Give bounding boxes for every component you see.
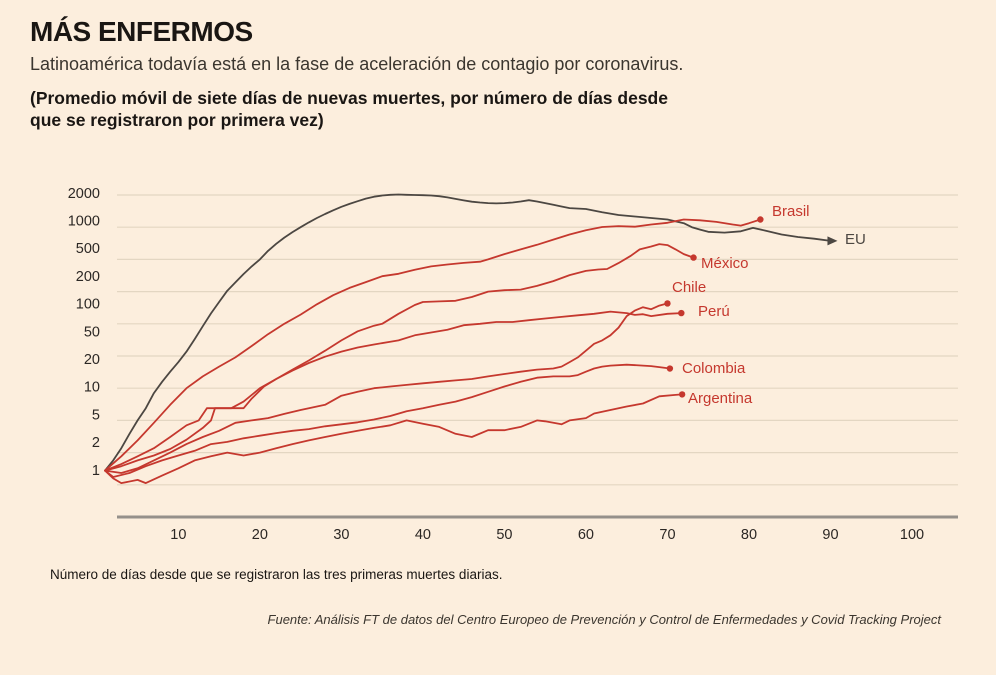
source-credit: Fuente: Análisis FT de datos del Centro … [267,612,941,627]
series-label-colombia: Colombia [682,360,746,377]
page-subtitle: Latinoamérica todavía está en la fase de… [30,54,684,74]
end-dot-brasil [757,216,764,223]
x-axis-note: Número de días desde que se registraron … [50,567,503,582]
x-tick-label-100: 100 [900,527,924,543]
end-dot-perú [678,309,685,317]
series-line-méxico [104,243,695,472]
end-dot-colombia [666,365,674,372]
x-tick-label-80: 80 [741,527,757,543]
chart-caption-line2: que se registraron por primera vez) [30,110,324,130]
x-tick-label-30: 30 [333,527,349,543]
y-tick-label-2000: 2000 [68,186,100,202]
x-tick-label-90: 90 [822,527,838,543]
y-tick-label-2: 2 [92,435,100,451]
series-line-perú [104,310,683,472]
series-label-brasil: Brasil [772,203,810,220]
x-tick-label-10: 10 [170,527,186,543]
y-tick-label-50: 50 [84,324,100,340]
series-label-eu: EU [845,231,866,248]
page-title: MÁS ENFERMOS [30,16,253,47]
y-tick-label-10: 10 [84,380,100,396]
y-tick-label-500: 500 [76,241,100,257]
series-label-chile: Chile [672,279,706,296]
series-line-chile [104,302,669,474]
y-tick-label-20: 20 [84,352,100,368]
y-tick-label-100: 100 [76,297,100,313]
series-label-argentina: Argentina [688,390,753,407]
chart-caption-line1: (Promedio móvil de siete días de nuevas … [30,88,668,108]
series-line-eu [104,193,832,472]
x-tick-label-70: 70 [659,527,675,543]
y-tick-label-1000: 1000 [68,214,100,230]
x-tick-label-50: 50 [496,527,512,543]
x-tick-label-40: 40 [415,527,431,543]
y-tick-label-200: 200 [76,269,100,285]
end-dot-méxico [690,254,697,261]
end-dot-argentina [678,391,686,398]
series-line-brasil [104,218,762,472]
series-label-perú: Perú [698,303,730,320]
x-tick-label-60: 60 [578,527,594,543]
end-dot-chile [664,300,671,307]
series-line-argentina [104,393,683,485]
series-label-méxico: México [701,255,749,272]
chart-caption: (Promedio móvil de siete días de nuevas … [30,87,770,131]
y-tick-label-5: 5 [92,407,100,423]
arrowhead-icon [827,236,838,246]
series-line-colombia [104,363,671,478]
y-tick-label-1: 1 [92,463,100,479]
x-tick-label-20: 20 [252,527,268,543]
